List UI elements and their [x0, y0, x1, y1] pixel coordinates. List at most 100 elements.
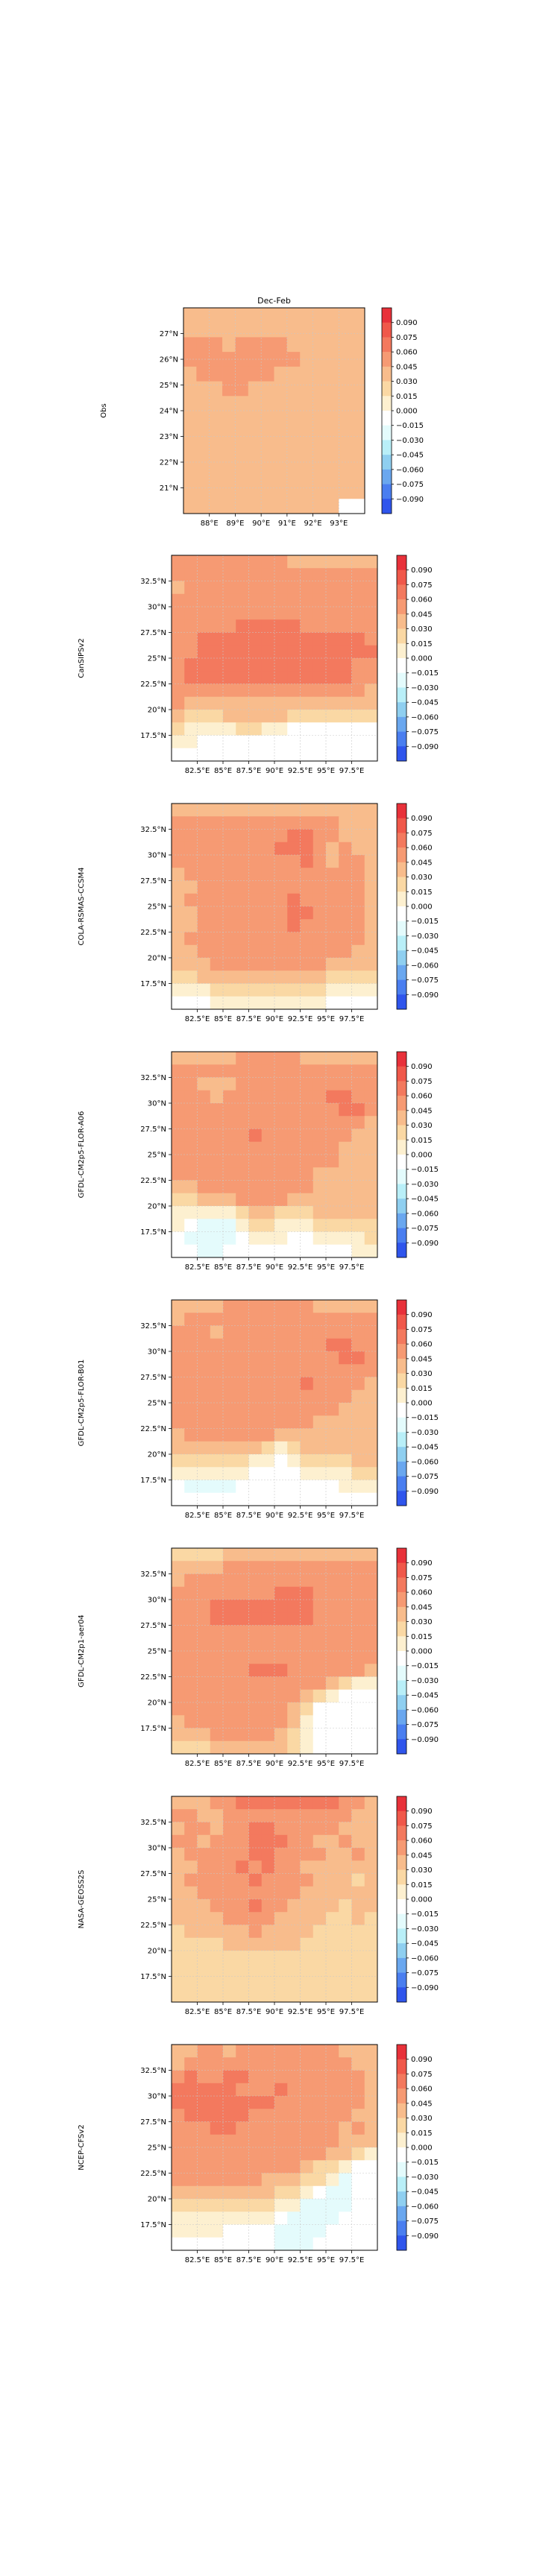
heatmap-cell	[364, 1492, 378, 1506]
heatmap-cell	[184, 944, 198, 959]
heatmap-cell	[313, 919, 327, 932]
heatmap-cell	[184, 1364, 198, 1377]
colorbar-tick-label: 0.090	[411, 2056, 433, 2064]
heatmap-cell	[351, 366, 365, 382]
heatmap-cell	[274, 1937, 288, 1951]
heatmap-cell	[197, 1848, 211, 1861]
heatmap-cell	[248, 1351, 263, 1365]
colorbar-segment	[397, 1184, 406, 1199]
heatmap-cell	[313, 1231, 327, 1246]
heatmap-cell	[351, 1389, 365, 1404]
heatmap-cell	[261, 932, 275, 946]
heatmap-cell	[248, 581, 263, 595]
heatmap-cell	[197, 1300, 211, 1313]
colorbar-tick-label: 0.045	[411, 2100, 433, 2108]
colorbar-tick-label: −0.060	[411, 713, 439, 722]
heatmap-cell	[313, 996, 327, 1010]
heatmap-cell	[210, 1467, 224, 1480]
heatmap-cell	[364, 645, 378, 659]
heatmap-cell	[248, 1963, 263, 1977]
heatmap-cell	[326, 2109, 339, 2122]
heatmap-cell	[210, 1480, 224, 1494]
heatmap-cell	[197, 958, 211, 971]
heatmap-cell	[223, 919, 236, 932]
heatmap-cell	[326, 880, 339, 894]
heatmap-cell	[325, 455, 339, 470]
heatmap-cell	[364, 1676, 378, 1690]
heatmap-cell	[210, 2057, 224, 2071]
heatmap-cell	[184, 1454, 198, 1468]
heatmap-cell	[300, 1141, 314, 1155]
heatmap-cell	[184, 1155, 198, 1168]
x-tick-label: 92.5°E	[288, 1760, 313, 1768]
heatmap-cell	[339, 396, 353, 411]
colorbar-segment	[382, 381, 392, 397]
heatmap-cell	[274, 1313, 288, 1326]
heatmap-cell	[236, 958, 249, 971]
heatmap-cell	[172, 1912, 185, 1925]
heatmap-cell	[172, 1937, 185, 1951]
heatmap-cell	[300, 671, 314, 684]
heatmap-cell	[313, 2045, 327, 2058]
heatmap-cell	[248, 396, 262, 411]
colorbar-tick-label: 0.000	[411, 1648, 433, 1656]
heatmap-cell	[236, 1077, 249, 1091]
x-tick-label: 95°E	[317, 1512, 335, 1520]
heatmap-cell	[261, 2096, 275, 2109]
heatmap-cell	[274, 455, 288, 470]
colorbar-segment	[397, 1739, 406, 1755]
heatmap-cell	[236, 1351, 249, 1365]
heatmap-cell	[197, 581, 211, 595]
heatmap-cell	[236, 1822, 249, 1836]
heatmap-cell	[172, 855, 185, 868]
colorbar-segment	[397, 1972, 406, 1988]
heatmap-cell	[313, 722, 327, 736]
heatmap-cell	[210, 1300, 224, 1313]
heatmap-cell	[351, 337, 365, 353]
heatmap-cell	[313, 1651, 327, 1664]
heatmap-cell	[339, 337, 353, 353]
heatmap-cell	[300, 684, 314, 698]
heatmap-cell	[235, 352, 249, 367]
colorbar-tick-label: −0.030	[411, 1677, 439, 1685]
heatmap-cell	[261, 607, 275, 620]
heatmap-cell	[236, 1676, 249, 1690]
heatmap-cell	[184, 632, 198, 646]
heatmap-cell	[210, 1834, 224, 1849]
heatmap-cell	[313, 906, 327, 920]
heatmap-cell	[261, 2083, 275, 2097]
heatmap-cell	[351, 735, 365, 749]
heatmap-cell	[351, 1338, 365, 1352]
heatmap-cell	[223, 1313, 236, 1326]
heatmap-cell	[236, 1612, 249, 1626]
heatmap-cell	[248, 1064, 263, 1078]
heatmap-cell	[364, 1651, 378, 1664]
heatmap-cell	[287, 2185, 301, 2200]
heatmap-cell	[300, 1664, 314, 1677]
colorbar-tick-label: −0.075	[411, 976, 439, 985]
heatmap-cell	[287, 1625, 301, 1639]
panel-label: NASA-GEOSS2S	[78, 1870, 86, 1929]
heatmap-cell	[364, 970, 378, 984]
heatmap-cell	[287, 1300, 301, 1313]
heatmap-cell	[326, 816, 339, 830]
heatmap-cell	[351, 2070, 365, 2084]
heatmap-cell	[236, 555, 249, 569]
heatmap-cell	[274, 868, 288, 881]
heatmap-cell	[351, 1937, 365, 1951]
heatmap-cell	[223, 1796, 236, 1810]
y-tick-label: 32.5°N	[140, 826, 166, 834]
heatmap-cell	[287, 1364, 301, 1377]
heatmap-cell	[351, 906, 365, 920]
colorbar-segment	[397, 1665, 406, 1681]
heatmap-cell	[210, 2199, 224, 2212]
heatmap-cell	[351, 1244, 365, 1258]
heatmap-cell	[248, 1231, 263, 1246]
heatmap-cell	[197, 1796, 211, 1810]
colorbar-tick-label: 0.030	[411, 874, 433, 882]
heatmap-cell	[184, 1141, 198, 1155]
heatmap-cell	[313, 352, 327, 367]
colorbar-segment	[397, 1636, 406, 1652]
heatmap-cell	[351, 748, 365, 762]
